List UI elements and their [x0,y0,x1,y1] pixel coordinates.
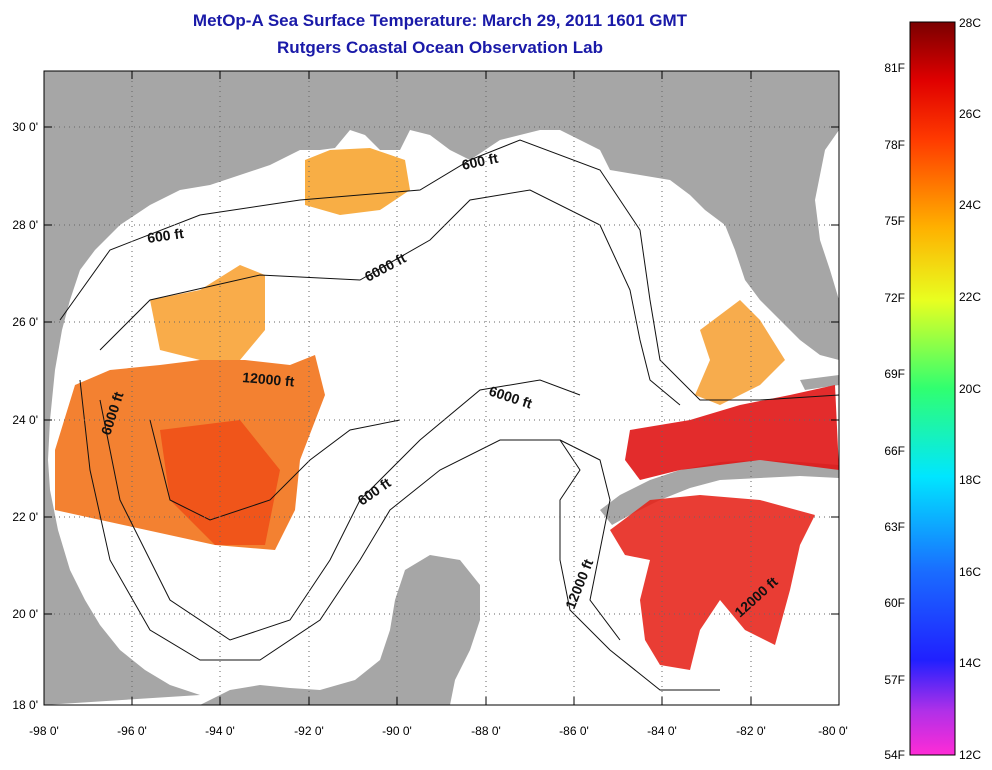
colorbar-fahrenheit-label: 57F [884,673,905,687]
colorbar-celsius-label: 16C [959,565,981,579]
x-tick-label: -96 0' [117,724,147,738]
contour-label: 600 ft [460,150,499,173]
colorbar-fahrenheit-label: 75F [884,214,905,228]
colorbar-fahrenheit-label: 54F [884,748,905,762]
x-tick-label: -90 0' [382,724,412,738]
contour-label: 600 ft [146,225,185,246]
y-tick-label: 24 0' [12,413,38,427]
x-tick-label: -92 0' [294,724,324,738]
colorbar-celsius-label: 26C [959,107,981,121]
y-tick-label: 20 0' [12,607,38,621]
x-tick-label: -88 0' [471,724,501,738]
colorbar-fahrenheit-label: 66F [884,444,905,458]
land-mass [44,71,839,705]
y-tick-label: 30 0' [12,120,38,134]
x-tick-label: -82 0' [736,724,766,738]
colorbar-celsius-label: 24C [959,198,981,212]
colorbar [909,21,956,756]
contour-label: 12000 ft [242,369,296,390]
sst-data-overlay [55,148,839,670]
colorbar-fahrenheit-label: 60F [884,596,905,610]
y-tick-label: 22 0' [12,510,38,524]
x-tick-label: -80 0' [818,724,848,738]
x-tick-label: -86 0' [559,724,589,738]
map-frame [43,70,840,706]
axis-ticks [43,71,840,706]
colorbar-celsius-label: 28C [959,16,981,30]
x-tick-label: -84 0' [647,724,677,738]
map-gridlines [44,71,839,705]
y-tick-label: 28 0' [12,218,38,232]
colorbar-fahrenheit-label: 69F [884,367,905,381]
x-tick-label: -98 0' [29,724,59,738]
colorbar-celsius-label: 18C [959,473,981,487]
y-tick-label: 18 0' [12,698,38,712]
colorbar-fahrenheit-label: 78F [884,138,905,152]
y-tick-label: 26 0' [12,315,38,329]
map-subtitle: Rutgers Coastal Ocean Observation Lab [277,38,603,57]
colorbar-celsius-label: 14C [959,656,981,670]
colorbar-celsius-label: 22C [959,290,981,304]
colorbar-fahrenheit-label: 81F [884,61,905,75]
colorbar-celsius-label: 12C [959,748,981,762]
colorbar-celsius-label: 20C [959,382,981,396]
depth-contours [59,139,839,691]
x-tick-label: -94 0' [205,724,235,738]
map-title: MetOp-A Sea Surface Temperature: March 2… [192,11,688,30]
colorbar-fahrenheit-label: 63F [884,520,905,534]
colorbar-fahrenheit-label: 72F [884,291,905,305]
